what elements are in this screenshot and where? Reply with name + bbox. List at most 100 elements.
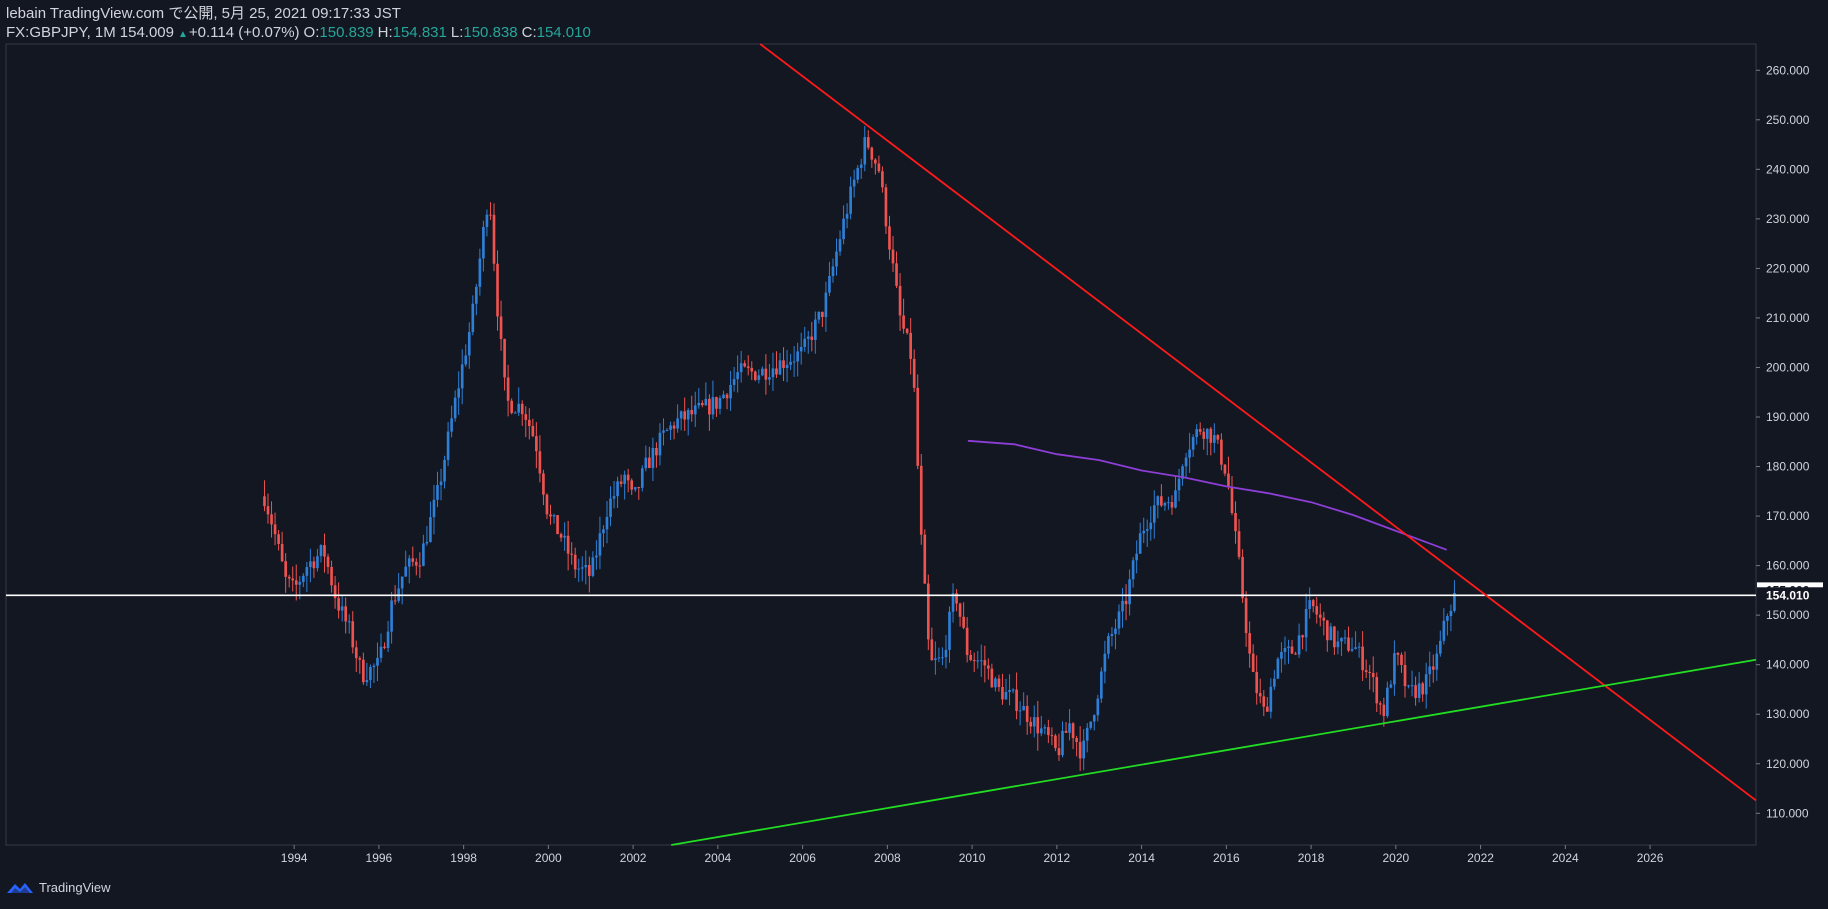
candle-body (1050, 735, 1054, 737)
candle-body (746, 366, 750, 368)
candle-body (1004, 691, 1008, 700)
candle-body (309, 561, 312, 568)
candle-body (573, 554, 577, 570)
candle-body (757, 375, 761, 380)
candle-body (803, 338, 807, 347)
support-trendline[interactable] (671, 658, 1757, 846)
candle-body (358, 658, 362, 660)
candle-body (633, 487, 637, 490)
x-tick-label: 2010 (959, 851, 986, 865)
low-value: 150.838 (463, 24, 518, 41)
candle-body (969, 655, 973, 661)
candle-body (782, 360, 785, 369)
time-axis[interactable]: 1994 1996 1998 2000 2002 2004 2006 2008 2010 2012… (281, 845, 1664, 865)
candle-body (294, 580, 298, 585)
publish-info: lebain TradingView.com で公開, 5月 25, 2021 … (6, 5, 401, 22)
candle-body (453, 397, 457, 419)
candle-body (1029, 721, 1033, 727)
y-tick-label: 180.000 (1766, 460, 1810, 474)
candle-body (753, 371, 757, 380)
candle-body (545, 494, 549, 515)
candle-body (1424, 674, 1428, 695)
candle-body (891, 249, 895, 264)
candle-body (266, 506, 270, 515)
candle-body (467, 332, 471, 356)
symbol-interval[interactable]: FX:GBPJPY, 1M (6, 24, 116, 41)
candle-body (577, 568, 581, 570)
candle-body (503, 339, 506, 378)
high-value: 154.831 (392, 24, 447, 41)
candle-body (1195, 429, 1199, 438)
x-tick-label: 2000 (535, 851, 562, 865)
candle-body (612, 496, 616, 499)
price-axis[interactable]: 110.000 120.000 130.000 140.000 150.000 160.0… (1756, 63, 1810, 820)
candle-body (1386, 687, 1389, 717)
candle-body (1248, 633, 1251, 654)
candle-body (383, 646, 386, 648)
x-tick-label: 2018 (1298, 851, 1325, 865)
x-tick-label: 2024 (1552, 851, 1579, 865)
candle-body (824, 292, 828, 318)
candle-body (965, 627, 969, 656)
candle-body (1184, 457, 1188, 467)
candle-body (905, 328, 909, 333)
y-tick-label: 240.000 (1766, 162, 1810, 176)
candle-body (990, 668, 994, 688)
candle-body (623, 474, 626, 484)
candle-body (379, 646, 383, 658)
candle-body (527, 419, 531, 426)
y-tick-label: 150.000 (1766, 608, 1810, 622)
candle-body (761, 368, 764, 376)
candle-body (563, 535, 566, 538)
x-tick-label: 1998 (450, 851, 477, 865)
candle-body (983, 660, 987, 666)
candle-body (280, 543, 284, 562)
candle-body (506, 377, 510, 401)
candle-body (365, 680, 369, 683)
candle-body (347, 621, 351, 623)
candle-body (1414, 685, 1417, 698)
x-tick-label: 2006 (789, 851, 816, 865)
candle-body (535, 436, 538, 452)
candle-body (510, 400, 513, 413)
candle-body (979, 660, 983, 662)
candle-body (845, 213, 849, 219)
candle-body (718, 397, 722, 409)
candle-body (877, 163, 881, 172)
x-tick-label: 2016 (1213, 851, 1240, 865)
drawings-layer[interactable] (6, 43, 1757, 846)
x-tick-label: 2008 (874, 851, 901, 865)
candle-body (640, 468, 644, 488)
candle-body (888, 226, 891, 250)
candle-body (997, 678, 1001, 687)
candle-body (1375, 677, 1379, 704)
candle-body (411, 558, 415, 562)
candle-body (1223, 464, 1227, 474)
candle-body (340, 606, 344, 611)
candle-body (344, 606, 348, 622)
candle-body (552, 515, 556, 517)
candle-body (429, 517, 432, 542)
tradingview-logo[interactable]: TradingView (6, 880, 111, 895)
candle-body (1357, 646, 1361, 648)
candle-body (1350, 649, 1354, 651)
candle-body (672, 425, 676, 429)
candle-body (655, 447, 658, 456)
candle-body (697, 402, 701, 406)
moving-average-line[interactable] (967, 439, 1448, 551)
candle-body (1311, 600, 1315, 607)
candle-body (1075, 738, 1078, 742)
candle-body (1107, 636, 1110, 654)
tradingview-logo-icon (7, 882, 33, 893)
candle-body (1117, 611, 1121, 629)
candle-body (404, 566, 408, 577)
candle-body (566, 535, 570, 554)
candle-body (725, 394, 729, 399)
candle-body (1333, 626, 1336, 648)
candle-body (775, 368, 778, 375)
resistance-trendline[interactable] (759, 43, 1757, 802)
candle-body (1227, 473, 1230, 487)
open-value: 150.839 (319, 24, 374, 41)
candle-body (1407, 685, 1410, 687)
